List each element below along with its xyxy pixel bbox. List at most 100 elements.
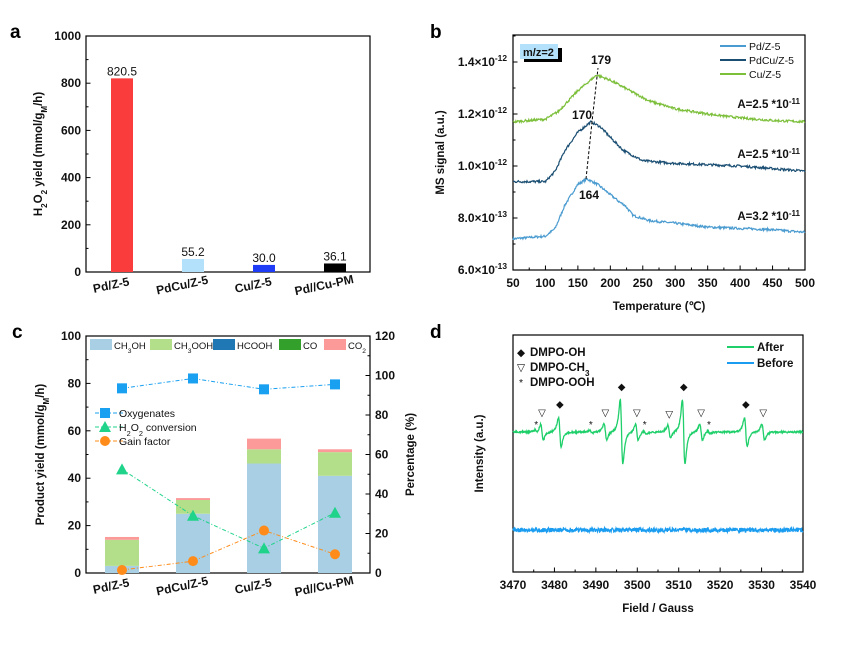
y-tick-label-b: 1.0×10-12 bbox=[458, 157, 507, 173]
legend-label-c: CH3OH bbox=[114, 341, 146, 355]
legend-label-d: DMPO-OH bbox=[530, 347, 586, 359]
series-line-Pd/Z-5 bbox=[512, 177, 806, 241]
legend-label-c: CH3OOH bbox=[174, 341, 213, 355]
x-tick-label-d: 3480 bbox=[541, 578, 568, 592]
text-part: DMPO-OOH bbox=[530, 377, 595, 389]
peak-temperature-label: 179 bbox=[591, 53, 611, 67]
text-part: CO bbox=[303, 341, 317, 352]
y-axis-title-c: Product yield (mmol/gM/h) bbox=[35, 384, 51, 526]
y2-tick-label-c: 100 bbox=[375, 369, 395, 383]
square-marker bbox=[100, 408, 110, 418]
y-tick-label-c: 20 bbox=[68, 519, 82, 533]
triangle-marker bbox=[99, 421, 111, 432]
x-tick-label-c: Pd/Z-5 bbox=[92, 575, 131, 596]
x-tick-label-b: 150 bbox=[568, 276, 588, 290]
bar-Pd/Z-5 bbox=[111, 78, 133, 272]
text-part: A=2.5 *10 bbox=[737, 149, 788, 161]
y-tick-label-a: 1000 bbox=[54, 29, 81, 43]
legend-label-b: PdCu/Z-5 bbox=[749, 55, 794, 67]
text-part: 2 bbox=[362, 348, 366, 355]
text-part: M bbox=[40, 106, 49, 113]
x-tick-label-d: 3470 bbox=[500, 578, 527, 592]
text-part: 2 bbox=[127, 429, 131, 438]
peak-marker-DMPO-CH3: ▽ bbox=[697, 408, 705, 419]
peak-marker-DMPO-OH: ◆ bbox=[618, 382, 626, 393]
text-part: 1.0×10 bbox=[458, 159, 495, 173]
text-part: 2 bbox=[40, 189, 49, 194]
legend-label-d: Before bbox=[757, 358, 793, 370]
text-part: CH bbox=[114, 341, 128, 352]
x-tick-label-b: 400 bbox=[730, 276, 750, 290]
legend-label-d: DMPO-CH3 bbox=[530, 362, 590, 378]
y2-tick-label-c: 80 bbox=[375, 408, 389, 422]
triangle-marker bbox=[116, 463, 128, 475]
text-part: -11 bbox=[789, 209, 801, 218]
y-tick-label-c: 80 bbox=[68, 376, 82, 390]
text-part: -13 bbox=[495, 209, 507, 219]
triangle-marker bbox=[329, 506, 341, 518]
triangle-marker bbox=[258, 542, 270, 554]
peak-marker-DMPO-CH3: ▽ bbox=[633, 408, 641, 419]
bar-value-label: 55.2 bbox=[181, 245, 205, 259]
peak-marker-DMPO-CH3: ▽ bbox=[759, 408, 767, 419]
x-tick-label-d: 3500 bbox=[624, 578, 651, 592]
legend-label-c: HCOOH bbox=[237, 341, 273, 352]
x-tick-label-b: 350 bbox=[698, 276, 718, 290]
text-part: 3 bbox=[188, 348, 192, 355]
y-tick-label-c: 0 bbox=[74, 566, 81, 580]
x-tick-label-b: 200 bbox=[600, 276, 620, 290]
text-part: H bbox=[119, 422, 127, 434]
text-part: CH bbox=[174, 341, 188, 352]
x-tick-label-d: 3540 bbox=[790, 578, 817, 592]
text-part: -11 bbox=[789, 147, 801, 156]
text-part: 2 bbox=[40, 203, 49, 208]
x-tick-label-c: Pd//Cu-PM bbox=[293, 573, 355, 599]
y-tick-label-a: 200 bbox=[61, 218, 81, 232]
text-part: -12 bbox=[495, 53, 507, 63]
x-tick-label-b: 50 bbox=[506, 276, 520, 290]
text-part: yield (mmol/g bbox=[33, 113, 45, 190]
text-part: DMPO-OH bbox=[530, 347, 586, 359]
area-annotation: A=3.2 *10-11 bbox=[737, 209, 800, 224]
y-tick-label-a: 600 bbox=[61, 123, 81, 137]
stacked-bar-segment bbox=[318, 452, 352, 476]
text-part: H bbox=[33, 208, 45, 216]
square-marker bbox=[117, 383, 127, 394]
text-part: O bbox=[33, 194, 45, 203]
text-part: /h) bbox=[33, 92, 45, 106]
peak-marker-DMPO-OOH: * bbox=[589, 420, 593, 431]
legend-swatch-c bbox=[324, 339, 346, 350]
x-tick-label-d: 3490 bbox=[583, 578, 610, 592]
peak-marker-DMPO-CH3: ▽ bbox=[602, 408, 610, 419]
text-part: Oxygenates bbox=[119, 408, 175, 420]
text-part: 3 bbox=[585, 369, 590, 378]
text-part: conversion bbox=[143, 422, 197, 434]
y-tick-label-a: 0 bbox=[74, 265, 81, 279]
peak-marker-DMPO-OOH: * bbox=[707, 420, 711, 431]
legend-label-b: Cu/Z-5 bbox=[749, 69, 781, 81]
peak-marker-DMPO-OH: ◆ bbox=[556, 399, 564, 410]
legend-swatch-c bbox=[90, 339, 112, 350]
y2-tick-label-c: 120 bbox=[375, 329, 395, 343]
text-part: -12 bbox=[495, 157, 507, 167]
square-marker bbox=[188, 373, 198, 384]
panel-label-b: b bbox=[430, 22, 442, 43]
legend-label-d: DMPO-OOH bbox=[530, 377, 595, 389]
text-part: A=3.2 *10 bbox=[737, 211, 788, 223]
panel-label-a: a bbox=[10, 22, 21, 43]
peak-marker-DMPO-OH: ◆ bbox=[742, 399, 750, 410]
x-tick-label-b: 250 bbox=[633, 276, 653, 290]
peak-marker-DMPO-CH3: ▽ bbox=[665, 409, 673, 420]
x-tick-label-c: PdCu/Z-5 bbox=[155, 574, 210, 599]
bar-value-label: 36.1 bbox=[323, 249, 347, 263]
y2-axis-title-c: Percentage (%) bbox=[405, 413, 417, 496]
text-part: Product yield (mmol/g bbox=[35, 405, 47, 526]
bar-value-label: 820.5 bbox=[107, 64, 137, 78]
stacked-bar-segment bbox=[247, 438, 281, 450]
y-tick-label-b: 1.4×10-12 bbox=[458, 53, 507, 69]
x-tick-label-b: 450 bbox=[763, 276, 783, 290]
bar-Cu/Z-5 bbox=[253, 264, 275, 272]
bar-Pd//Cu-PM bbox=[324, 263, 346, 272]
x-tick-label-c: Cu/Z-5 bbox=[233, 575, 273, 597]
x-tick-label-d: 3520 bbox=[707, 578, 734, 592]
